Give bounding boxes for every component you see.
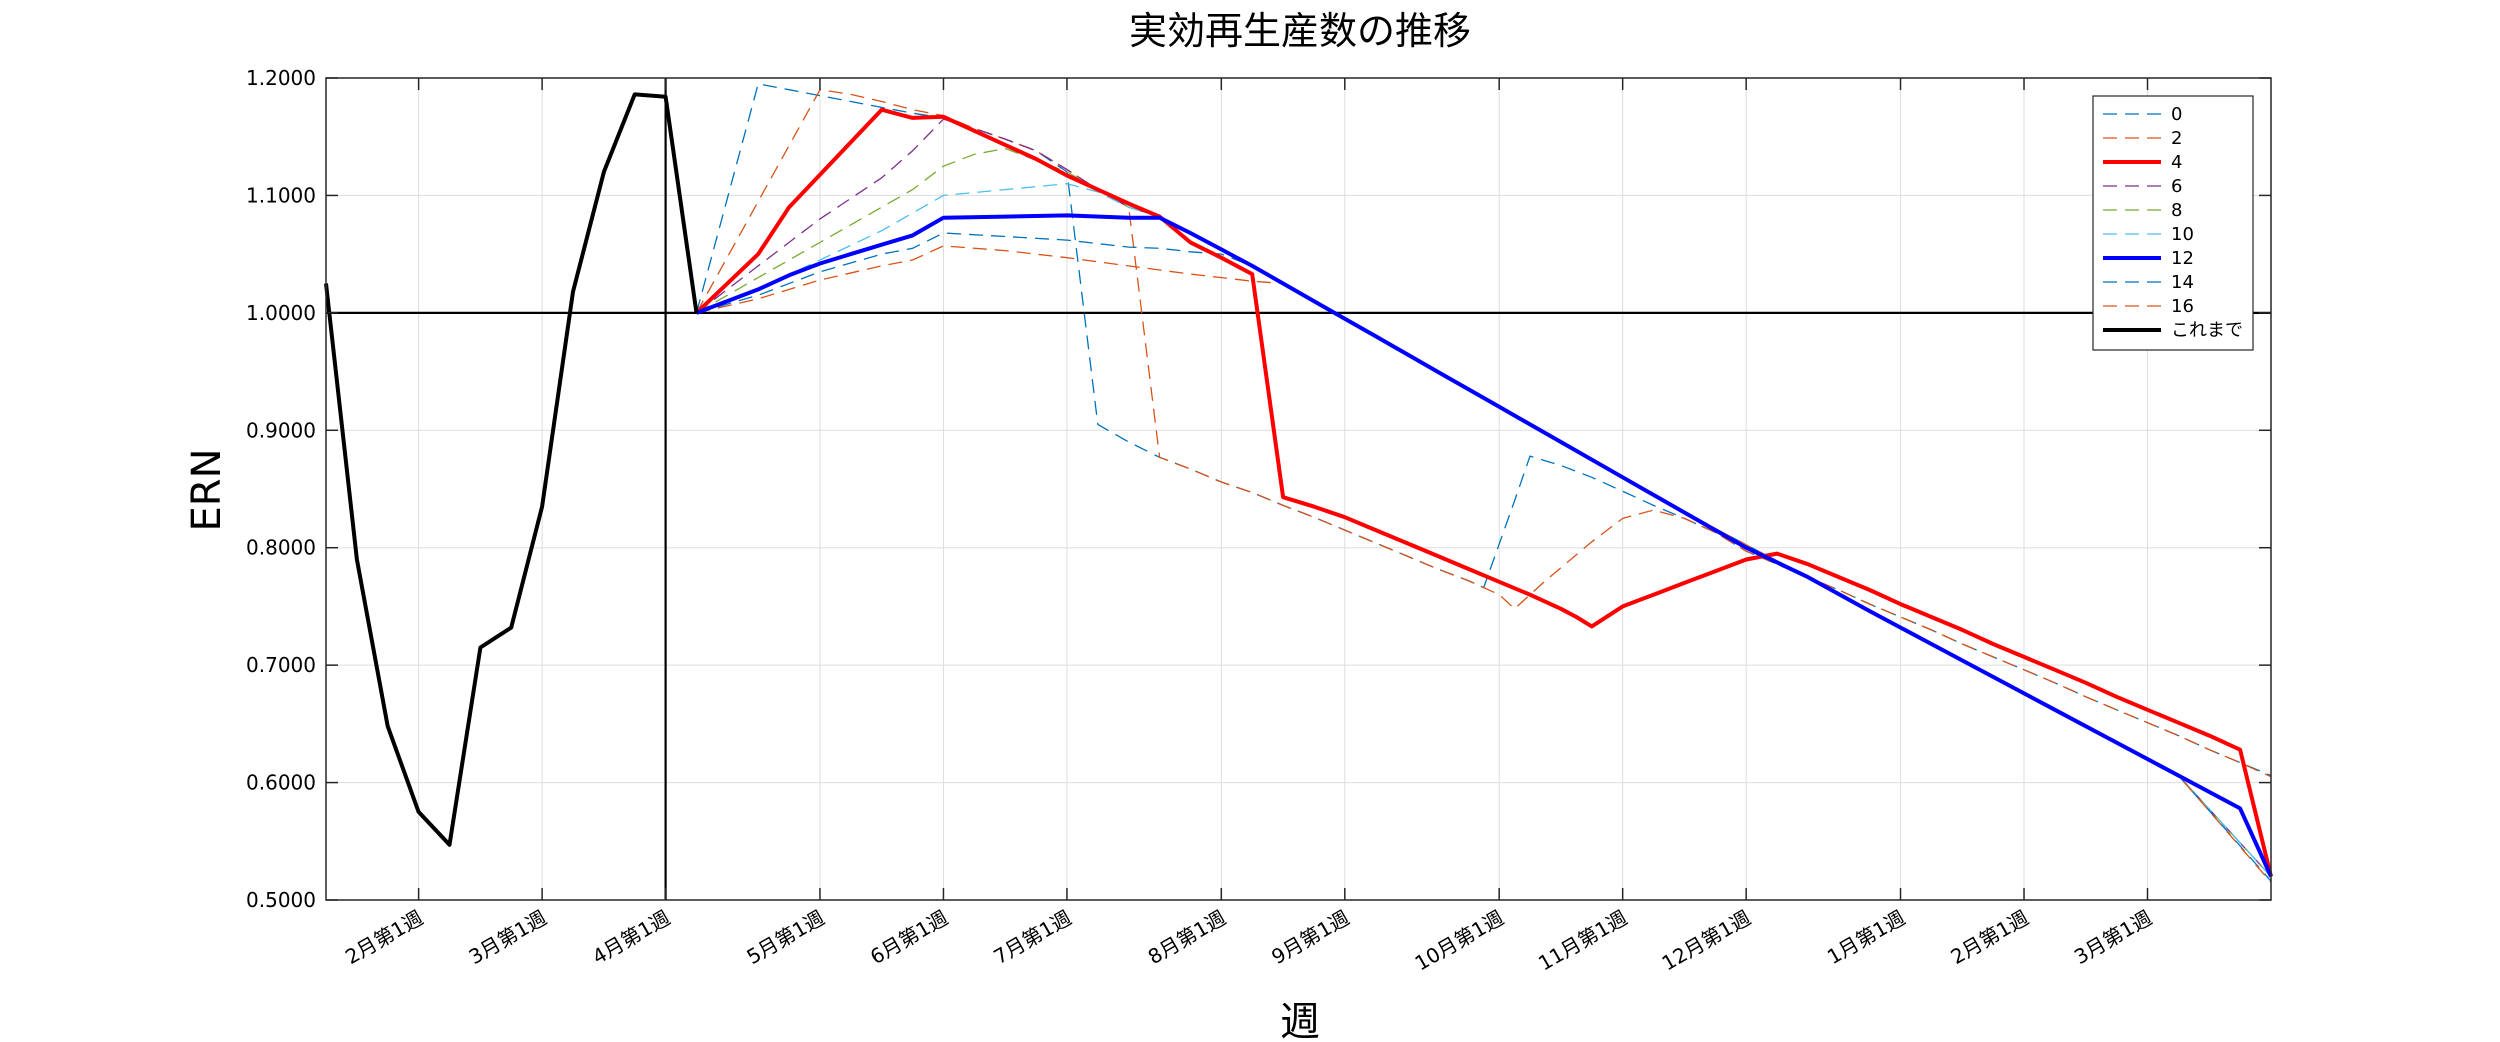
series-line-10	[696, 183, 2272, 877]
series-line-8	[696, 147, 2272, 877]
x-tick-label: 2月第1週	[341, 906, 427, 970]
legend: 0 2 4 6 8 10 12 14 16 これまで	[2092, 95, 2254, 351]
legend-label-0: 0	[2171, 104, 2182, 125]
legend-label-16: 16	[2171, 296, 2194, 317]
series-line-0	[695, 83, 2272, 777]
y-tick-label: 0.6000	[246, 771, 316, 795]
y-tick-label: 1.2000	[246, 66, 316, 90]
legend-label-これまで: これまで	[2171, 320, 2243, 341]
x-tick-label: 6月第1週	[866, 906, 952, 970]
x-axis-ticks: 2月第1週 3月第1週 4月第1週 5月第1週 6月第1週 7月第1週 8月第1週 9月第1週…	[341, 78, 2156, 975]
reference-lines	[326, 78, 2271, 900]
y-axis-ticks: 0.5000 0.6000 0.7000 0.8000 0.9000 1.0000 1.10…	[246, 66, 2271, 912]
x-tick-label: 7月第1週	[989, 906, 1075, 970]
x-tick-label: 3月第1週	[2070, 906, 2156, 970]
chart-title: 実効再生産数の推移	[1129, 9, 1471, 53]
x-tick-label: 3月第1週	[465, 906, 551, 970]
series-line-14	[696, 232, 2272, 882]
series-line-12	[695, 213, 2273, 878]
legend-label-10: 10	[2171, 224, 2194, 245]
legend-label-2: 2	[2171, 128, 2182, 149]
legend-label-6: 6	[2171, 176, 2182, 197]
y-tick-label: 0.8000	[246, 536, 316, 560]
legend-label-4: 4	[2171, 152, 2182, 173]
legend-label-12: 12	[2171, 248, 2194, 269]
series-lines	[324, 83, 2273, 883]
grid	[326, 77, 2271, 901]
x-tick-label: 9月第1週	[1267, 906, 1353, 970]
x-tick-label: 4月第1週	[588, 906, 674, 970]
y-tick-label: 0.9000	[246, 418, 316, 442]
legend-label-8: 8	[2171, 200, 2182, 221]
plot-frame	[325, 77, 2272, 901]
legend-label-14: 14	[2171, 272, 2194, 293]
series-line-2	[695, 89, 2272, 778]
x-tick-label: 2月第1週	[1947, 906, 2033, 970]
series-line-16	[696, 245, 2272, 883]
y-tick-label: 0.5000	[246, 888, 316, 912]
x-tick-label: 12月第1週	[1658, 906, 1755, 976]
legend-box	[2092, 95, 2254, 351]
x-tick-label: 10月第1週	[1411, 906, 1508, 976]
x-tick-label: 8月第1週	[1144, 906, 1230, 970]
x-tick-label: 11月第1週	[1534, 906, 1631, 976]
x-tick-label: 5月第1週	[742, 906, 828, 970]
series-line-4	[695, 107, 2273, 877]
series-line-6	[696, 118, 2272, 877]
y-axis-label: ERN	[184, 449, 230, 532]
x-tick-label: 1月第1週	[1823, 906, 1909, 970]
y-tick-label: 0.7000	[246, 653, 316, 677]
series-line-これまで	[324, 92, 699, 847]
y-tick-label: 1.1000	[246, 183, 316, 207]
x-axis-label: 週	[1280, 999, 1320, 1042]
y-tick-label: 1.0000	[246, 301, 316, 325]
